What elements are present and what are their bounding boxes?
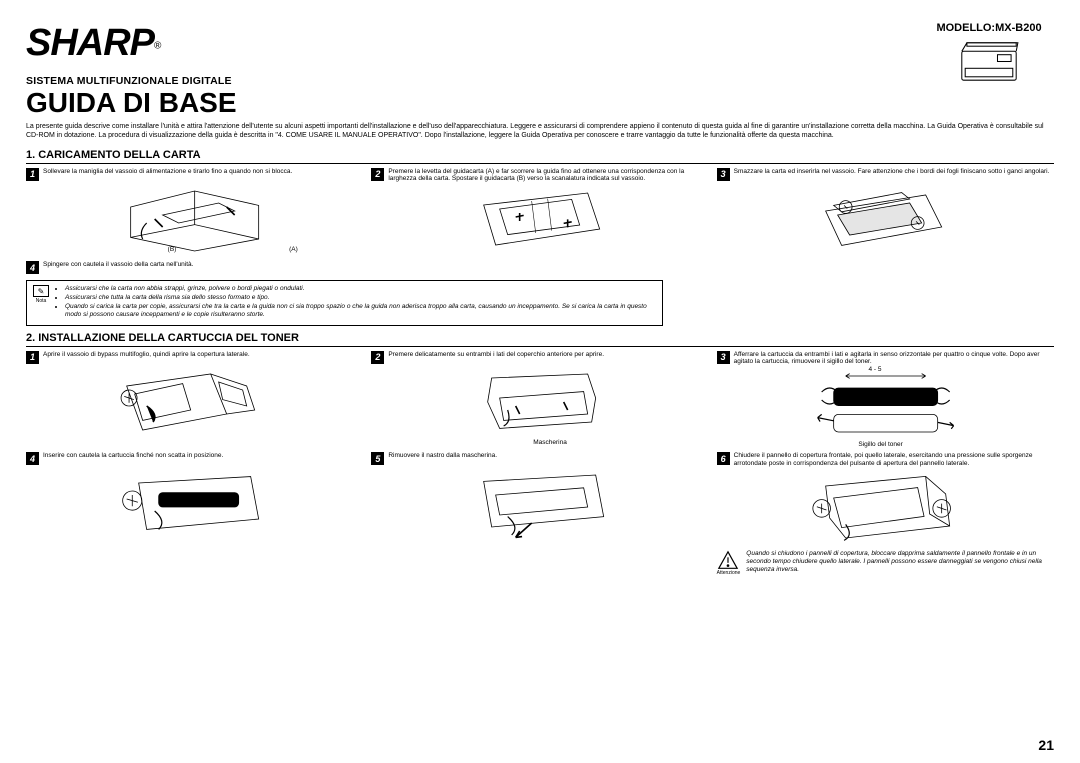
s2-step3-diagram: 4 - 5 — [717, 368, 1054, 440]
s1-step1-diagram: (B) (A) — [26, 183, 363, 255]
step-text: Premere delicatamente su entrambi i lati… — [388, 351, 604, 359]
label-b: (B) — [168, 246, 177, 253]
header-right: MODELLO:MX-B200 — [924, 22, 1054, 86]
step-number: 6 — [717, 452, 730, 465]
step-text: Smazzare la carta ed inserirla nel vasso… — [734, 168, 1050, 176]
header-left: SHARP® SISTEMA MULTIFUNZIONALE DIGITALE … — [26, 22, 924, 119]
note-icon-column: ✎ Nota — [33, 285, 49, 321]
step-number: 1 — [26, 351, 39, 364]
s2-step6: 6 Chiudere il pannello di copertura fron… — [717, 452, 1054, 576]
s1-step3: 3 Smazzare la carta ed inserirla nel vas… — [717, 168, 1054, 258]
step-text: Rimuovere il nastro dalla mascherina. — [388, 452, 497, 460]
caution-text: Quando si chiudono i pannelli di copertu… — [746, 550, 1054, 574]
s2-step4-diagram — [26, 467, 363, 543]
printer-icon — [955, 36, 1023, 86]
step-number: 4 — [26, 452, 39, 465]
step-text: Sollevare la maniglia del vassoio di ali… — [43, 168, 292, 176]
step-text: Afferrare la cartuccia da entrambi i lat… — [734, 351, 1054, 367]
step-number: 1 — [26, 168, 39, 181]
s2-step5: 5 Rimuovere il nastro dalla mascherina. — [371, 452, 708, 576]
s1-step4: 4 Spingere con cautela il vassoio della … — [26, 261, 1054, 274]
step-number: 2 — [371, 168, 384, 181]
page-number: 21 — [1038, 737, 1054, 753]
brand-logo: SHARP® — [26, 22, 924, 65]
step-number: 3 — [717, 351, 730, 364]
shake-count: 4 - 5 — [868, 366, 881, 373]
section2-heading: 2. INSTALLAZIONE DELLA CARTUCCIA DEL TON… — [26, 332, 1054, 347]
s2-step6-diagram — [717, 470, 1054, 546]
step-number: 3 — [717, 168, 730, 181]
note-label: Nota — [33, 298, 49, 304]
section1-row: 1 Sollevare la maniglia del vassoio di a… — [26, 168, 1054, 258]
s2-step1-diagram — [26, 366, 363, 438]
s2-step2-diagram — [371, 366, 708, 438]
note-item: Quando si carica la carta per copie, ass… — [65, 303, 656, 319]
section2-row2: 4 Inserire con cautela la cartuccia finc… — [26, 452, 1054, 576]
caution-icon-column: Attenzione — [717, 550, 741, 576]
caution-box: Attenzione Quando si chiudono i pannelli… — [717, 550, 1054, 576]
note-box: ✎ Nota Assicurarsi che la carta non abbi… — [26, 280, 663, 326]
caution-icon — [717, 550, 739, 570]
note-item: Assicurarsi che tutta la carta della ris… — [65, 294, 656, 302]
step-number: 5 — [371, 452, 384, 465]
note-text: Assicurarsi che la carta non abbia strap… — [55, 285, 656, 321]
step-text: Inserire con cautela la cartuccia finché… — [43, 452, 223, 460]
s2-step3: 3 Afferrare la cartuccia da entrambi i l… — [717, 351, 1054, 449]
s1-step1: 1 Sollevare la maniglia del vassoio di a… — [26, 168, 363, 258]
s1-step2-diagram — [371, 185, 708, 257]
caution-label: Attenzione — [717, 570, 741, 576]
step-text: Aprire il vassoio di bypass multifoglio,… — [43, 351, 250, 359]
intro-paragraph: La presente guida descrive come installa… — [26, 123, 1054, 141]
s1-step2: 2 Premere la levetta del guidacarta (A) … — [371, 168, 708, 258]
mascherina-label: Mascherina — [371, 439, 708, 446]
header: SHARP® SISTEMA MULTIFUNZIONALE DIGITALE … — [26, 22, 1054, 119]
s2-step2: 2 Premere delicatamente su entrambi i la… — [371, 351, 708, 449]
registered-mark: ® — [154, 41, 161, 52]
model-label: MODELLO:MX-B200 — [924, 22, 1054, 34]
step-number: 2 — [371, 351, 384, 364]
s1-step3-diagram — [717, 183, 1054, 255]
step-number: 4 — [26, 261, 39, 274]
brand-text: SHARP — [26, 22, 154, 64]
step-text: Premere la levetta del guidacarta (A) e … — [388, 168, 708, 184]
subtitle: SISTEMA MULTIFUNZIONALE DIGITALE — [26, 75, 924, 87]
step-text: Spingere con cautela il vassoio della ca… — [43, 261, 193, 269]
s2-step5-diagram — [371, 467, 708, 543]
sigillo-label: Sigillo del toner — [717, 441, 1054, 448]
label-a: (A) — [289, 246, 298, 253]
s2-step4: 4 Inserire con cautela la cartuccia finc… — [26, 452, 363, 576]
step-text: Chiudere il pannello di copertura fronta… — [734, 452, 1054, 468]
section1-heading: 1. CARICAMENTO DELLA CARTA — [26, 149, 1054, 164]
s2-step1: 1 Aprire il vassoio di bypass multifogli… — [26, 351, 363, 449]
note-item: Assicurarsi che la carta non abbia strap… — [65, 285, 656, 293]
note-icon: ✎ — [33, 285, 49, 297]
section2-row1: 1 Aprire il vassoio di bypass multifogli… — [26, 351, 1054, 449]
page-title: GUIDA DI BASE — [26, 87, 924, 119]
